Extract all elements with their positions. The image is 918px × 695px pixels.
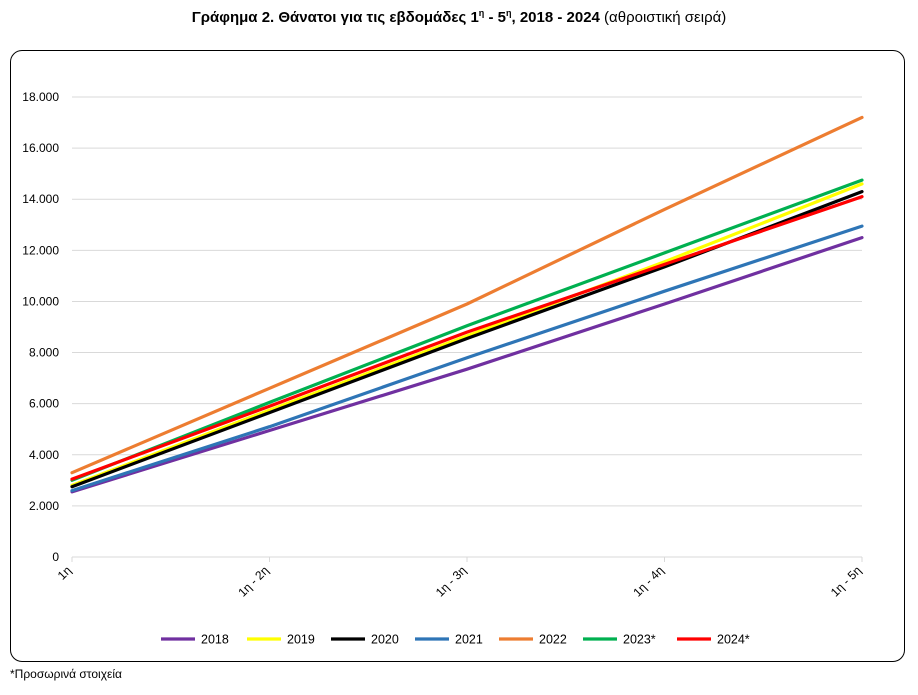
x-tick-label-4: 1η - 5η [828, 563, 864, 599]
y-tick-label-1: 2.000 [29, 499, 59, 513]
series-line-2021 [70, 224, 864, 493]
y-tick-label-4: 8.000 [29, 346, 59, 360]
title-bold-suffix: , 2018 - 2024 [511, 9, 600, 26]
series-line-2024-prov [70, 195, 864, 481]
title-sup-2: η [505, 8, 512, 18]
title-sup-1: η [478, 8, 485, 18]
series-line-2018 [70, 236, 864, 494]
x-tick-label-2: 1η - 3η [433, 563, 469, 599]
legend-label-5: 2023* [623, 633, 656, 647]
y-tick-label-8: 16.000 [22, 141, 59, 155]
footnote: *Προσωρινά στοιχεία [10, 667, 122, 681]
legend-label-3: 2021 [455, 633, 483, 647]
x-tick-label-0: 1η [55, 563, 74, 582]
series-line-2019 [70, 182, 864, 487]
y-tick-label-6: 12.000 [22, 243, 59, 257]
y-tick-label-2: 4.000 [29, 448, 59, 462]
legend-label-1: 2019 [287, 633, 315, 647]
title-bold-mid: - 5 [484, 9, 506, 26]
title-bold-prefix: Γράφημα 2. Θάνατοι για τις εβδομάδες 1 [191, 9, 479, 26]
legend-label-2: 2020 [371, 633, 399, 647]
y-tick-label-7: 14.000 [22, 192, 59, 206]
series-line-2023-prov [70, 178, 864, 482]
y-tick-label-9: 18.000 [22, 90, 59, 104]
chart-title: Γράφημα 2. Θάνατοι για τις εβδομάδες 1η … [0, 8, 918, 28]
y-tick-label-0: 0 [52, 550, 59, 564]
title-subtitle: (αθροιστική σειρά) [599, 9, 727, 26]
x-tick-label-3: 1η - 4η [630, 563, 666, 599]
y-tick-label-3: 6.000 [29, 397, 59, 411]
legend-label-6: 2024* [717, 633, 750, 647]
legend-label-4: 2022 [539, 633, 567, 647]
y-tick-label-5: 10.000 [22, 294, 59, 308]
series-line-2022 [70, 115, 864, 475]
chart-frame [10, 50, 905, 662]
x-tick-label-1: 1η - 2η [235, 563, 271, 599]
legend-label-0: 2018 [201, 633, 229, 647]
